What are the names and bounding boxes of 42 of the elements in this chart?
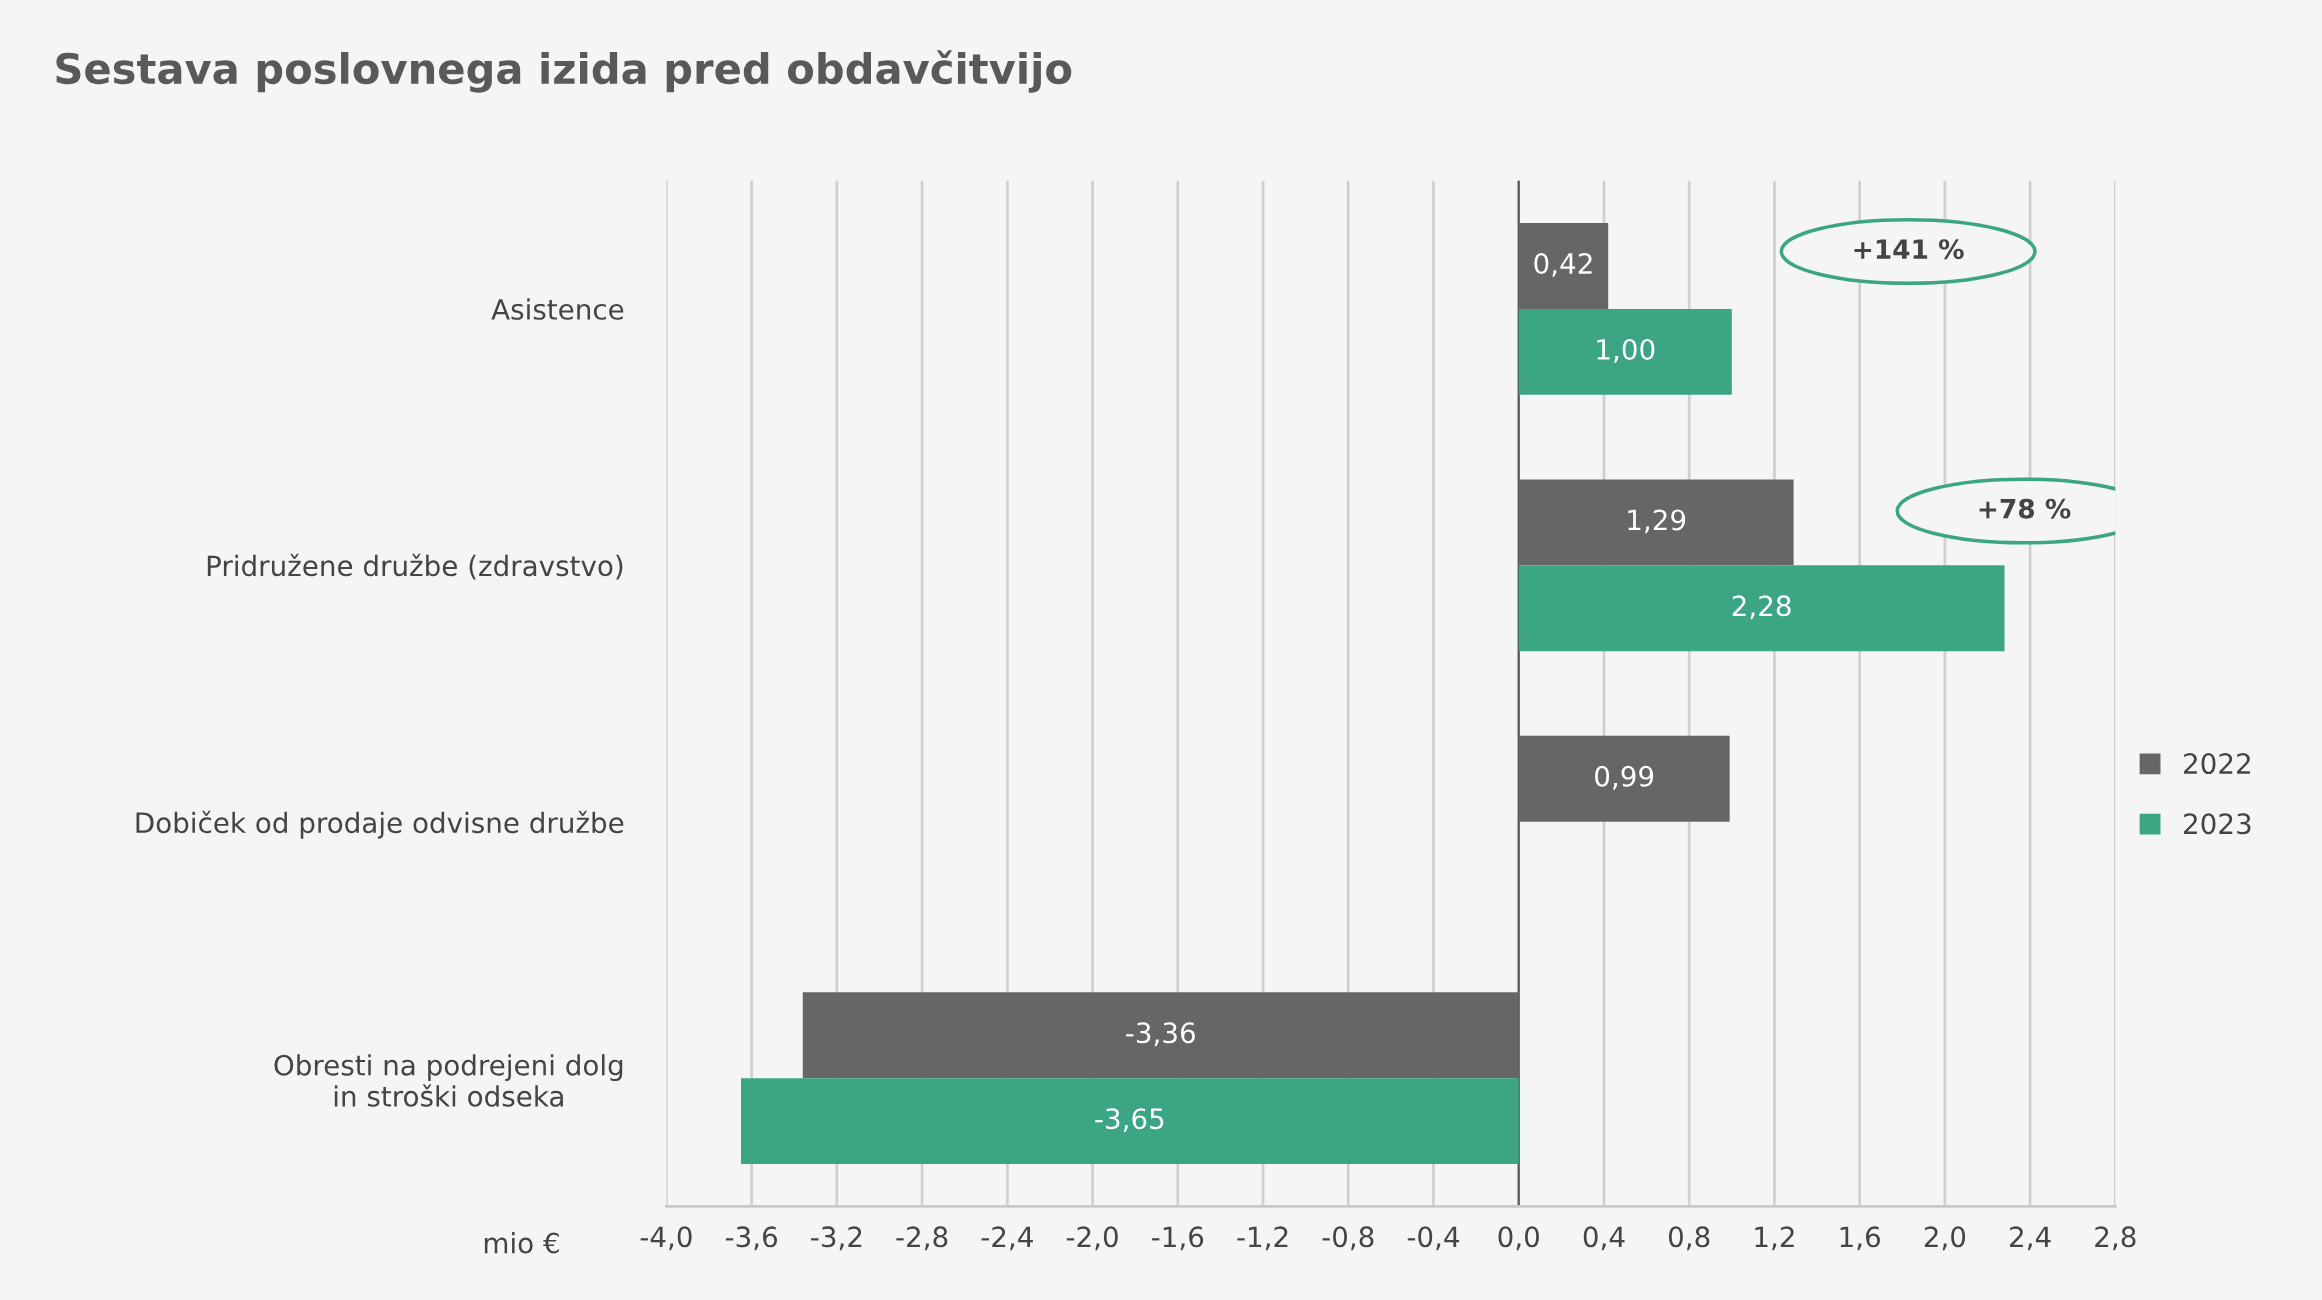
x-tick-label: -2,0 xyxy=(1066,1226,1118,1251)
data-label: 0,99 xyxy=(1595,765,1654,790)
x-tick-label: 1,2 xyxy=(1755,1226,1794,1251)
x-tick-label: -2,4 xyxy=(981,1226,1033,1251)
data-label: 2,28 xyxy=(1732,595,1791,620)
chart-title: Sestava poslovnega izida pred obdavčitvijo xyxy=(56,50,1072,93)
y-tick-label: Asistence xyxy=(491,298,624,320)
bar xyxy=(802,992,1519,1079)
data-label: 1,00 xyxy=(1597,338,1655,363)
bar xyxy=(1518,479,1794,566)
x-tick-label: -0,4 xyxy=(1407,1226,1460,1251)
data-label: -3,65 xyxy=(1095,1108,1164,1133)
x-tick-label: 2,4 xyxy=(2010,1226,2051,1251)
x-tick-label: 2,0 xyxy=(1924,1226,1966,1251)
legend-label: 2022 xyxy=(2184,753,2250,775)
x-tick-label: -1,2 xyxy=(1237,1226,1288,1251)
data-label: 1,29 xyxy=(1628,509,1686,534)
legend-label: 2023 xyxy=(2184,813,2251,835)
data-label: -3,36 xyxy=(1126,1022,1195,1047)
bar xyxy=(1518,735,1730,822)
x-tick-label: -2,8 xyxy=(896,1226,948,1251)
y-tick-label: Pridružene družbe (zdravstvo) xyxy=(207,553,623,580)
y-tick-label: Obresti na podrejeni dolg in stroški odseka xyxy=(274,1054,623,1107)
bar xyxy=(1518,223,1609,309)
x-tick-label: -1,6 xyxy=(1152,1226,1204,1251)
x-axis-title: mio € xyxy=(484,1232,559,1254)
annotation: +141 % xyxy=(1854,239,1964,260)
x-tick-label: 0,8 xyxy=(1668,1226,1710,1251)
bar xyxy=(1518,565,2005,652)
x-tick-label: -0,8 xyxy=(1322,1226,1374,1251)
x-tick-label: -3,6 xyxy=(725,1226,777,1251)
x-tick-label: -4,0 xyxy=(640,1226,692,1251)
x-tick-label: 0,0 xyxy=(1498,1226,1539,1251)
x-tick-label: 0,4 xyxy=(1583,1226,1625,1251)
x-tick-label: 1,6 xyxy=(1840,1226,1880,1251)
bar xyxy=(1518,308,1732,395)
data-label: 0,42 xyxy=(1534,253,1592,277)
bar xyxy=(740,1078,1519,1165)
annotation: +78 % xyxy=(1979,498,2071,519)
y-tick-label: Dobiček od prodaje odvisne družbe xyxy=(136,810,624,839)
x-tick-label: 2,8 xyxy=(2095,1226,2136,1251)
x-tick-label: -3,2 xyxy=(811,1226,862,1251)
